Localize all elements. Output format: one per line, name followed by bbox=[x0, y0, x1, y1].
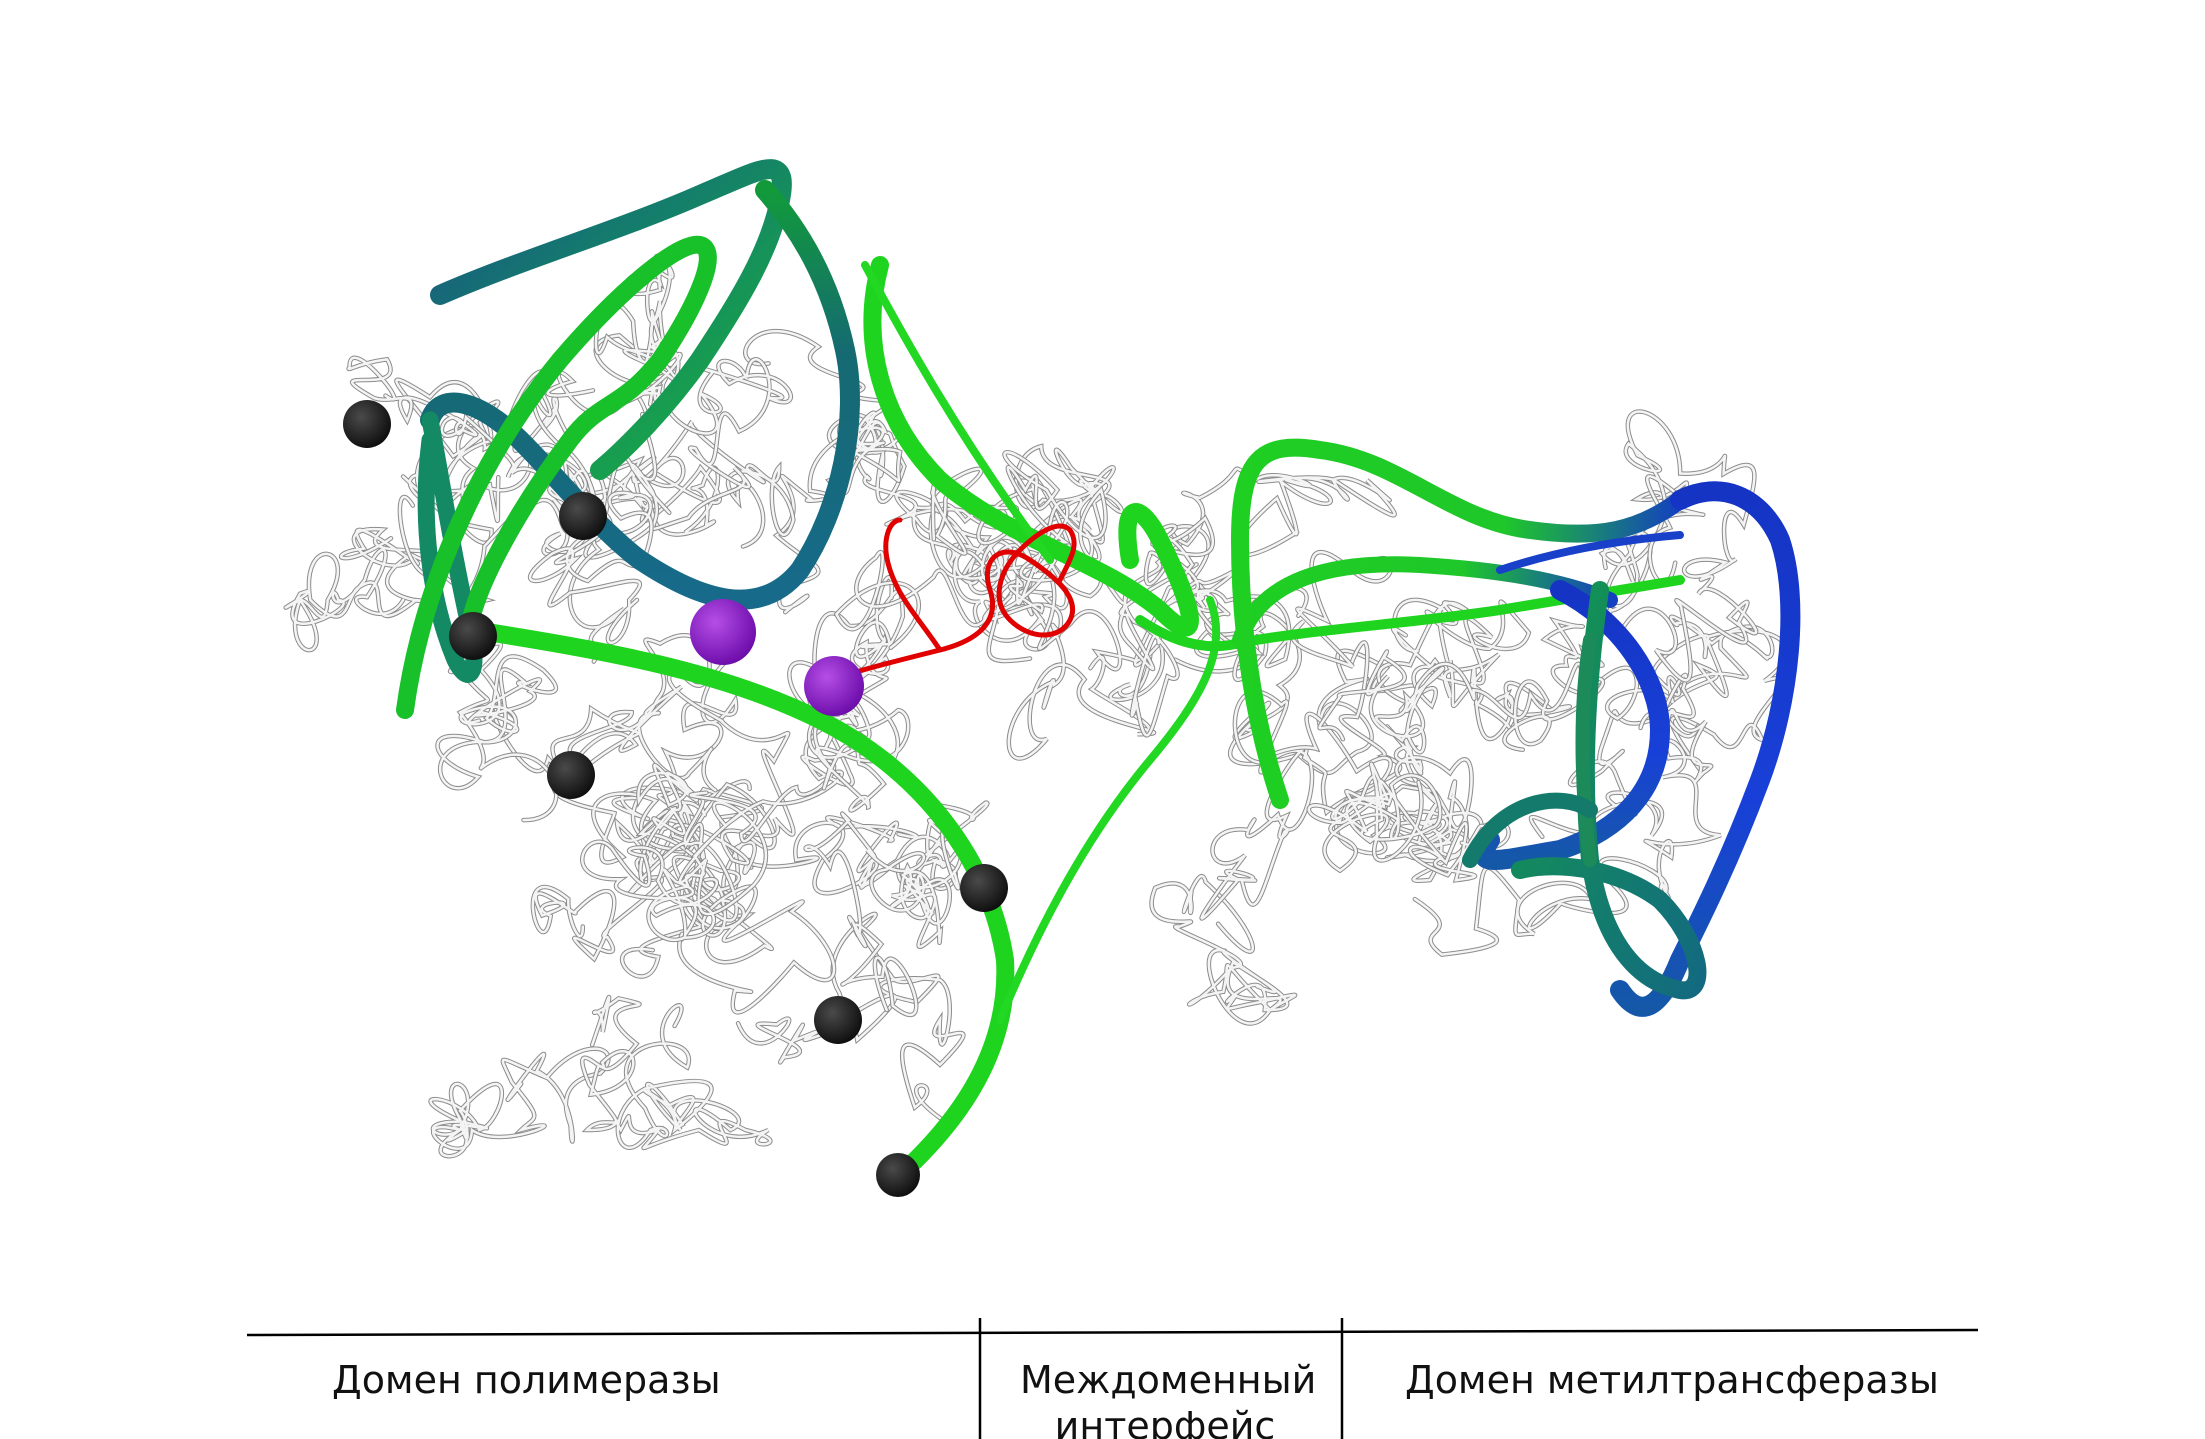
black-sphere bbox=[876, 1153, 920, 1197]
tube-segment bbox=[863, 256, 1199, 637]
coil-segment bbox=[568, 334, 792, 663]
coil-segment bbox=[1265, 712, 1483, 882]
coil-segment bbox=[1171, 467, 1420, 775]
tube-segment bbox=[1496, 531, 1684, 574]
axis-line bbox=[246, 1328, 1979, 1337]
coil-segment bbox=[1200, 641, 1402, 920]
coil-segment bbox=[1150, 874, 1297, 1025]
black-spheres bbox=[343, 400, 1008, 1197]
tube-segment bbox=[466, 621, 1015, 1184]
coil-segment bbox=[834, 451, 1107, 663]
tube-segment bbox=[996, 596, 1221, 1024]
tube-segment bbox=[420, 180, 860, 610]
purple-sphere bbox=[804, 656, 864, 716]
tube-segment bbox=[1231, 438, 1689, 809]
methyltransferase-domain-label: Домен метилтрансферазы bbox=[1405, 1358, 1939, 1402]
black-sphere bbox=[343, 400, 391, 448]
coil-segment bbox=[436, 642, 558, 822]
tube-segment bbox=[1462, 792, 1598, 868]
coil-segment bbox=[1413, 673, 1722, 956]
interface-label: Междоменный интерфейс bbox=[1020, 1357, 1317, 1439]
tube-segment bbox=[1575, 633, 1597, 867]
coil-backbone bbox=[283, 253, 1789, 1159]
black-sphere bbox=[547, 751, 595, 799]
purple-spheres bbox=[690, 599, 864, 716]
polymerase-domain-label: Домен полимеразы bbox=[332, 1358, 721, 1402]
coil-segment bbox=[284, 527, 461, 652]
coil-segment bbox=[1307, 762, 1510, 882]
tube-segment bbox=[396, 235, 717, 719]
tube-segment bbox=[861, 261, 1054, 564]
tube-segment bbox=[1474, 580, 1670, 870]
tube-ribbons bbox=[396, 159, 1801, 1184]
coil-segment bbox=[581, 697, 854, 941]
coil-segment bbox=[804, 812, 963, 1017]
purple-sphere bbox=[690, 599, 756, 665]
coil-segment bbox=[1318, 650, 1605, 754]
black-sphere bbox=[449, 612, 497, 660]
coil-segment bbox=[531, 809, 773, 978]
coil-segment bbox=[627, 763, 836, 1014]
tube-segment bbox=[417, 411, 483, 683]
interface-label-line2: интерфейс bbox=[1054, 1404, 1276, 1439]
black-sphere bbox=[960, 864, 1008, 912]
coil-segment bbox=[429, 1047, 610, 1158]
coil-segment bbox=[581, 995, 772, 1150]
coil-segment bbox=[1622, 410, 1758, 682]
coil-segment bbox=[943, 444, 1124, 610]
coil-segment bbox=[347, 356, 601, 556]
coil-segment bbox=[736, 912, 965, 1120]
red-loop bbox=[827, 517, 1077, 683]
coil-segment bbox=[490, 634, 795, 865]
black-sphere bbox=[559, 492, 607, 540]
interface-label-line1: Междоменный bbox=[1020, 1358, 1317, 1402]
black-sphere bbox=[814, 996, 862, 1044]
